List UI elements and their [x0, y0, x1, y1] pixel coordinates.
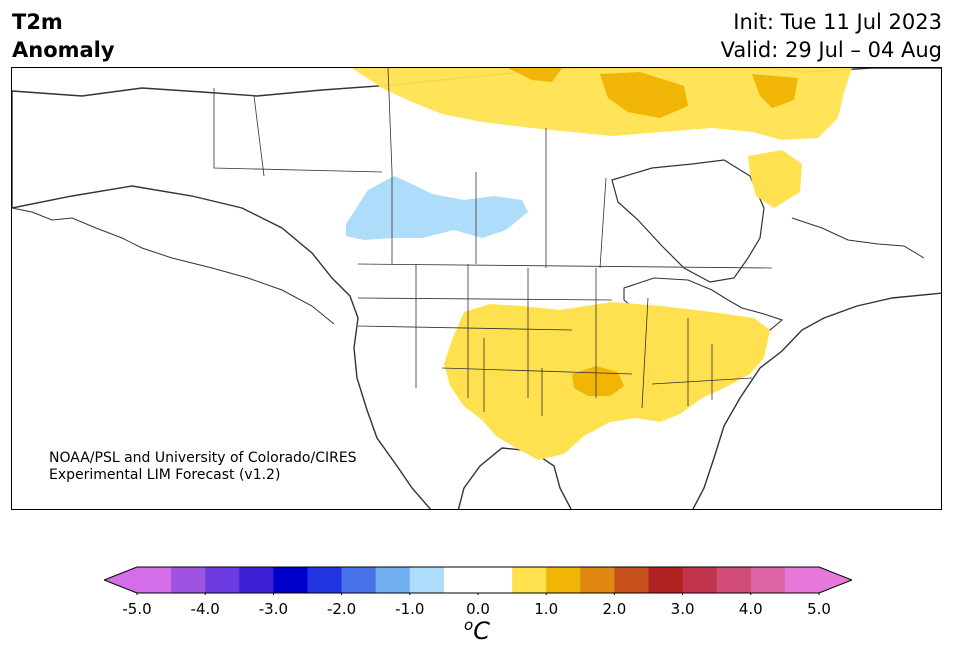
colorbar-bin [137, 567, 172, 593]
anomaly-arctic-warmer [508, 68, 798, 118]
colorbar-tick-label: -4.0 [190, 600, 220, 618]
colorbar-tick-label: -3.0 [258, 600, 289, 618]
colorbar-bin [784, 567, 820, 593]
title-left: T2m Anomaly [12, 8, 115, 64]
colorbar-bin [273, 567, 308, 593]
unit-superscript: o [464, 616, 474, 634]
credit-line-2: Experimental LIM Forecast (v1.2) [49, 467, 281, 483]
colorbar-bin [750, 567, 786, 593]
colorbar-tick-label: 3.0 [670, 600, 695, 618]
colorbar-bin [614, 567, 649, 593]
map-canvas [12, 68, 941, 509]
unit-main: C [473, 617, 490, 645]
colorbar-tick-label: 4.0 [738, 600, 763, 618]
colorbar-bin [171, 567, 206, 593]
colorbar-tick-label: 1.0 [534, 600, 559, 618]
colorbar [104, 566, 852, 595]
colorbar-bin [512, 567, 547, 593]
colorbar-tick-label: 2.0 [602, 600, 627, 618]
colorbar-bin [307, 567, 342, 593]
colorbar-tick-label: -5.0 [122, 600, 152, 618]
colorbar-bin [682, 567, 718, 593]
colorbar-bin [205, 567, 240, 593]
colorbar-tick-label: 0.0 [466, 600, 490, 618]
colorbar-bin [375, 567, 411, 593]
map-panel [11, 67, 942, 510]
colorbar-bin [580, 567, 615, 593]
colorbar-bin [443, 567, 513, 593]
colorbar-tick-label: 5.0 [807, 600, 831, 618]
colorbar-extend-high [819, 567, 852, 593]
anomaly-prairies-cool [346, 176, 528, 240]
anomaly-arctic-warm [352, 68, 852, 140]
credit-line-1: NOAA/PSL and University of Colorado/CIRE… [49, 450, 357, 466]
hudson-bay [611, 159, 765, 283]
title-right: Init: Tue 11 Jul 2023 Valid: 29 Jul – 04… [721, 8, 942, 64]
colorbar-extend-low [104, 567, 137, 593]
colorbar-bin [409, 567, 445, 593]
variable-label: T2m [12, 10, 63, 34]
anomaly-labrador-warm [748, 150, 802, 208]
colorbar-bin [546, 567, 581, 593]
colorbar-bin [716, 567, 752, 593]
credit-text: NOAA/PSL and University of Colorado/CIRE… [49, 450, 357, 484]
coast-detail [12, 207, 925, 325]
colorbar-tick-label: -2.0 [326, 600, 357, 618]
colorbar-unit-label: oC [464, 616, 490, 645]
valid-range: Valid: 29 Jul – 04 Aug [720, 38, 942, 62]
colorbar-bin [648, 567, 683, 593]
colorbar-bin [239, 567, 274, 593]
colorbar-tick-label: -1.0 [395, 600, 425, 618]
init-date: Init: Tue 11 Jul 2023 [733, 10, 942, 34]
colorbar-bin [341, 567, 377, 593]
quantity-label: Anomaly [12, 38, 115, 62]
political-borders [213, 68, 773, 416]
